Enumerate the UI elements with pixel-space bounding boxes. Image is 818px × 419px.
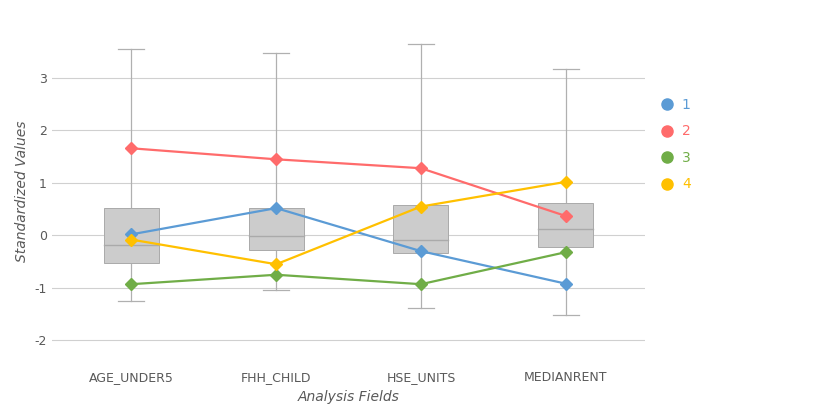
4	[272, 262, 281, 267]
X-axis label: Analysis Fields: Analysis Fields	[298, 390, 399, 404]
3	[272, 272, 281, 277]
Line: 3: 3	[128, 248, 570, 288]
4	[561, 179, 571, 184]
3	[561, 250, 571, 255]
Line: 2: 2	[128, 144, 570, 220]
Bar	[393, 205, 448, 253]
2	[272, 157, 281, 162]
4	[127, 237, 137, 242]
1	[416, 248, 426, 253]
1	[561, 281, 571, 286]
Bar	[249, 208, 303, 250]
1	[272, 206, 281, 211]
1	[127, 232, 137, 237]
3	[127, 282, 137, 287]
Bar	[104, 208, 159, 263]
Legend: 1, 2, 3, 4: 1, 2, 3, 4	[658, 92, 696, 197]
4	[416, 204, 426, 209]
Line: 1: 1	[128, 204, 570, 288]
2	[561, 213, 571, 218]
2	[416, 166, 426, 171]
3	[416, 282, 426, 287]
Line: 4: 4	[128, 178, 570, 269]
2	[127, 146, 137, 151]
Bar	[538, 203, 593, 247]
Y-axis label: Standardized Values: Standardized Values	[15, 120, 29, 261]
